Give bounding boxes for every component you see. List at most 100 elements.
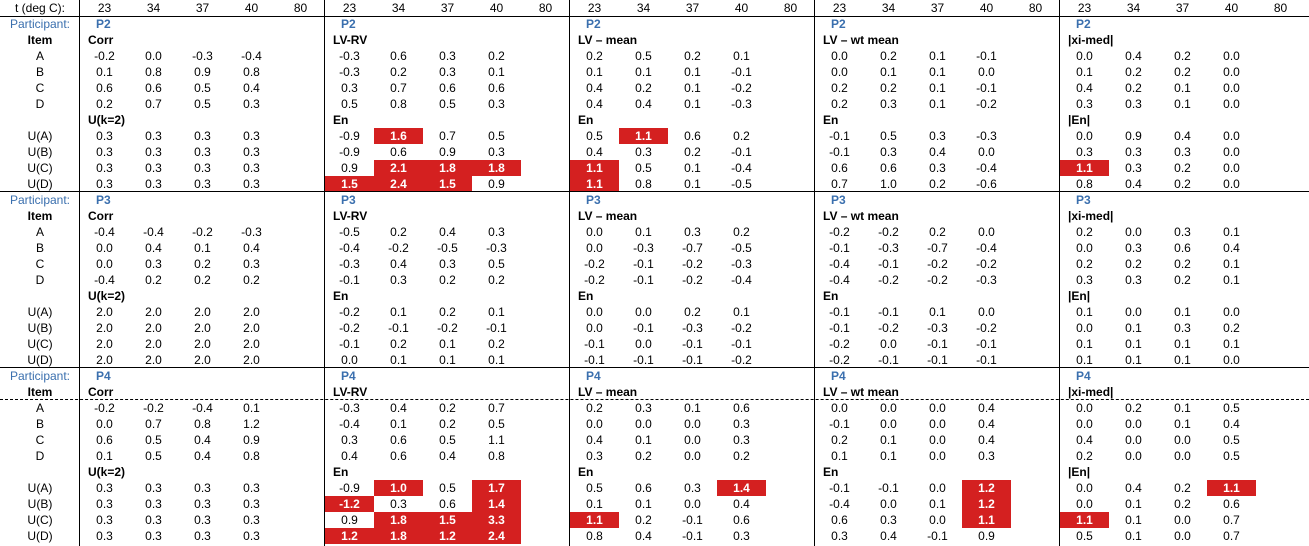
block-subtitle[interactable]: En — [823, 289, 839, 303]
value-cell[interactable]: 0.1 — [1125, 337, 1142, 351]
value-cell[interactable]: -0.9 — [339, 129, 360, 143]
row-item-label[interactable]: A — [35, 225, 44, 239]
row-item-label[interactable]: D — [35, 449, 45, 463]
value-cell[interactable]: -0.2 — [731, 353, 752, 367]
value-cell[interactable]: -0.1 — [829, 321, 850, 335]
block-subtitle[interactable]: En — [578, 113, 594, 127]
highlighted-value-cell[interactable]: 1.8 — [374, 512, 423, 528]
value-cell[interactable]: 0.0 — [1223, 97, 1240, 111]
value-cell[interactable]: 0.4 — [243, 81, 260, 95]
block-title[interactable]: Corr — [88, 209, 114, 223]
value-cell[interactable]: 0.6 — [439, 497, 456, 511]
value-cell[interactable]: -0.1 — [976, 353, 997, 367]
value-cell[interactable]: 0.7 — [488, 401, 505, 415]
value-cell[interactable]: -0.3 — [241, 225, 262, 239]
value-cell[interactable]: -0.1 — [829, 481, 850, 495]
value-cell[interactable]: 0.5 — [439, 481, 456, 495]
value-cell[interactable]: 0.0 — [880, 497, 897, 511]
value-cell[interactable]: 0.5 — [1223, 449, 1240, 463]
value-cell[interactable]: 0.2 — [733, 449, 750, 463]
value-cell[interactable]: -0.3 — [486, 241, 507, 255]
value-cell[interactable]: 0.4 — [635, 97, 652, 111]
value-cell[interactable]: -0.1 — [976, 337, 997, 351]
value-cell[interactable]: 0.8 — [390, 97, 407, 111]
block-title[interactable]: LV – mean — [578, 209, 638, 223]
value-cell[interactable]: 1.0 — [880, 177, 897, 191]
value-cell[interactable]: 0.5 — [488, 257, 505, 271]
block-subtitle[interactable]: En — [823, 113, 839, 127]
value-cell[interactable]: -0.4 — [339, 417, 360, 431]
value-cell[interactable]: 0.6 — [390, 145, 407, 159]
participant-id[interactable]: P2 — [96, 17, 111, 31]
value-cell[interactable]: 0.3 — [1076, 273, 1093, 287]
value-cell[interactable]: 0.6 — [1174, 241, 1191, 255]
value-cell[interactable]: 0.2 — [1076, 225, 1093, 239]
highlighted-value-cell[interactable]: 1.4 — [717, 480, 766, 496]
participant-id[interactable]: P2 — [1076, 17, 1091, 31]
value-cell[interactable]: -0.1 — [878, 257, 899, 271]
value-cell[interactable]: 0.3 — [880, 145, 897, 159]
value-cell[interactable]: -0.4 — [829, 273, 850, 287]
item-column-label[interactable]: Item — [27, 385, 53, 399]
value-cell[interactable]: -0.2 — [143, 401, 164, 415]
temperature-header-cell[interactable]: 80 — [783, 1, 798, 15]
value-cell[interactable]: 0.1 — [733, 49, 750, 63]
value-cell[interactable]: 0.3 — [194, 481, 211, 495]
row-item-label[interactable]: D — [35, 273, 45, 287]
participant-id[interactable]: P4 — [341, 369, 356, 383]
value-cell[interactable]: 0.2 — [1125, 401, 1142, 415]
value-cell[interactable]: 0.1 — [1174, 353, 1191, 367]
value-cell[interactable]: -0.3 — [976, 129, 997, 143]
value-cell[interactable]: 0.3 — [390, 273, 407, 287]
value-cell[interactable]: 0.0 — [1076, 417, 1093, 431]
value-cell[interactable]: 0.3 — [145, 145, 162, 159]
value-cell[interactable]: 0.3 — [684, 481, 701, 495]
item-column-label[interactable]: Item — [27, 33, 53, 47]
participant-id[interactable]: P3 — [96, 193, 111, 207]
highlighted-value-cell[interactable]: 2.4 — [374, 176, 423, 192]
value-cell[interactable]: 0.5 — [194, 97, 211, 111]
value-cell[interactable]: 0.0 — [1174, 513, 1191, 527]
value-cell[interactable]: 0.2 — [635, 81, 652, 95]
participant-id[interactable]: P3 — [831, 193, 846, 207]
value-cell[interactable]: 0.2 — [586, 49, 603, 63]
value-cell[interactable]: 0.1 — [1076, 305, 1093, 319]
value-cell[interactable]: 0.6 — [488, 81, 505, 95]
value-cell[interactable]: 0.8 — [1076, 177, 1093, 191]
temperature-header-cell[interactable]: 34 — [146, 1, 161, 15]
value-cell[interactable]: 0.4 — [1125, 177, 1142, 191]
value-cell[interactable]: 0.5 — [145, 433, 162, 447]
value-cell[interactable]: 0.5 — [586, 481, 603, 495]
value-cell[interactable]: 0.4 — [194, 449, 211, 463]
value-cell[interactable]: 0.3 — [194, 177, 211, 191]
value-cell[interactable]: 0.2 — [684, 49, 701, 63]
value-cell[interactable]: 0.1 — [635, 497, 652, 511]
value-cell[interactable]: 0.3 — [96, 497, 113, 511]
value-cell[interactable]: 0.3 — [243, 177, 260, 191]
value-cell[interactable]: 0.3 — [439, 257, 456, 271]
value-cell[interactable]: -0.3 — [682, 321, 703, 335]
value-cell[interactable]: -0.3 — [927, 321, 948, 335]
row-item-label[interactable]: C — [35, 81, 45, 95]
highlighted-value-cell[interactable]: 1.1 — [619, 128, 668, 144]
value-cell[interactable]: 0.1 — [390, 417, 407, 431]
value-cell[interactable]: 0.3 — [243, 145, 260, 159]
value-cell[interactable]: 0.9 — [978, 529, 995, 543]
highlighted-value-cell[interactable]: 1.1 — [570, 160, 619, 176]
value-cell[interactable]: -0.2 — [878, 273, 899, 287]
value-cell[interactable]: 0.4 — [1125, 481, 1142, 495]
value-cell[interactable]: 0.9 — [488, 177, 505, 191]
value-cell[interactable]: 0.2 — [880, 81, 897, 95]
value-cell[interactable]: 0.4 — [586, 145, 603, 159]
participant-label[interactable]: Participant: — [9, 193, 71, 207]
value-cell[interactable]: 0.0 — [1125, 225, 1142, 239]
value-cell[interactable]: 0.0 — [929, 433, 946, 447]
value-cell[interactable]: -0.4 — [976, 161, 997, 175]
value-cell[interactable]: 0.2 — [586, 401, 603, 415]
value-cell[interactable]: 0.2 — [1125, 257, 1142, 271]
value-cell[interactable]: 0.0 — [880, 417, 897, 431]
row-item-label[interactable]: U(B) — [27, 145, 53, 159]
value-cell[interactable]: 0.3 — [194, 145, 211, 159]
value-cell[interactable]: 0.2 — [390, 225, 407, 239]
value-cell[interactable]: 0.1 — [1174, 305, 1191, 319]
